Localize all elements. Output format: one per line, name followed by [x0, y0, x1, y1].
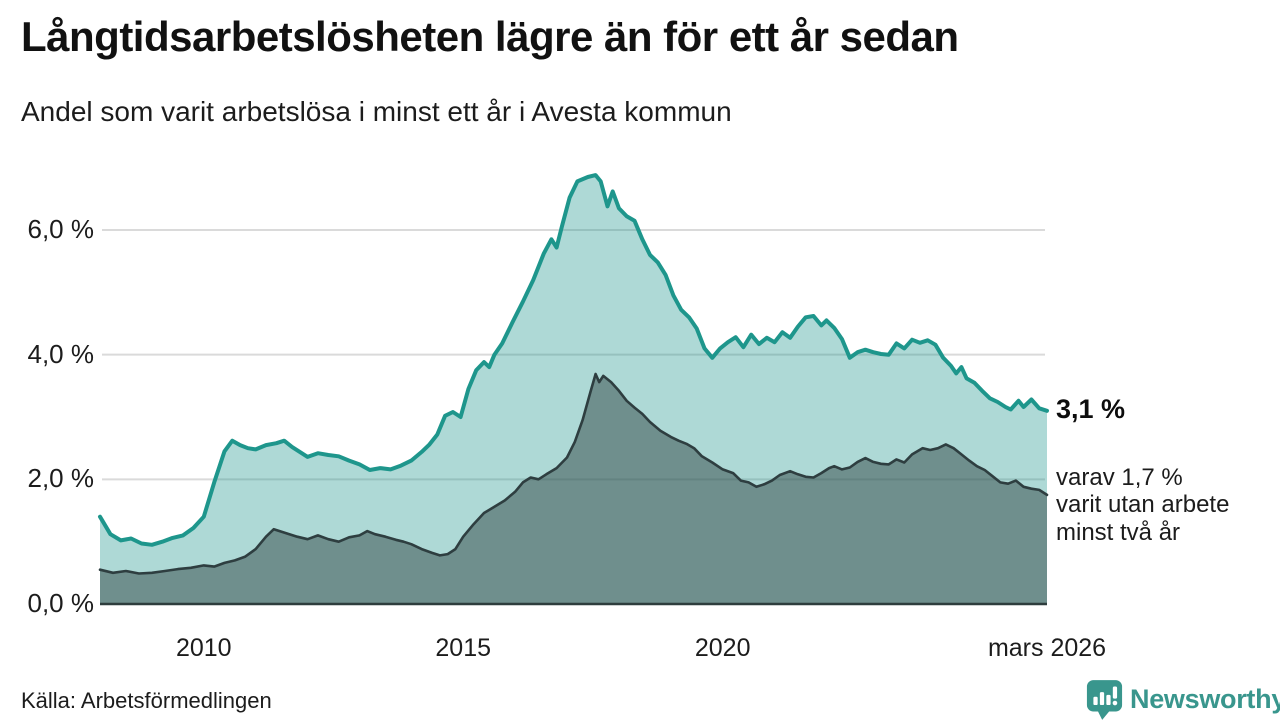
newsworthy-logo: Newsworthy	[1086, 679, 1280, 720]
y-axis-tick-6: 6,0 %	[27, 214, 95, 244]
line-series-1	[98, 372, 1049, 575]
y-axis-tick-4: 4,0 %	[27, 338, 95, 369]
line-series-0	[98, 173, 1049, 547]
x-axis-tick-2015: 2015	[435, 634, 492, 662]
source-credit: Källa: Arbetsförmedlingen	[21, 688, 272, 713]
x-axis-tick-2010: 2010	[175, 634, 232, 662]
two-year-annotation: varav 1,7 % varit utan arbete minst två …	[1056, 464, 1229, 547]
annotation-line-2: varit utan arbete	[1056, 491, 1230, 519]
y-axis-tick-0: 0,0 %	[27, 588, 95, 618]
chart-subtitle: Andel som varit arbetslösa i minst ett å…	[21, 96, 732, 127]
newsworthy-logo-icon	[1086, 680, 1123, 720]
x-axis-tick-2020: 2020	[694, 634, 751, 662]
annotation-line-3: minst två år	[1056, 518, 1181, 546]
x-axis-tick-mars-2026: mars 2026	[987, 634, 1107, 662]
chart-title: Långtidsarbetslösheten lägre än för ett …	[21, 13, 959, 60]
area-series-1	[100, 374, 1047, 604]
latest-value-label: 3,1 %	[1056, 393, 1126, 424]
annotation-line-1: varav 1,7 %	[1056, 463, 1183, 491]
newsworthy-logo-text: Newsworthy	[1130, 684, 1280, 714]
y-axis-tick-2: 2,0 %	[27, 463, 95, 494]
